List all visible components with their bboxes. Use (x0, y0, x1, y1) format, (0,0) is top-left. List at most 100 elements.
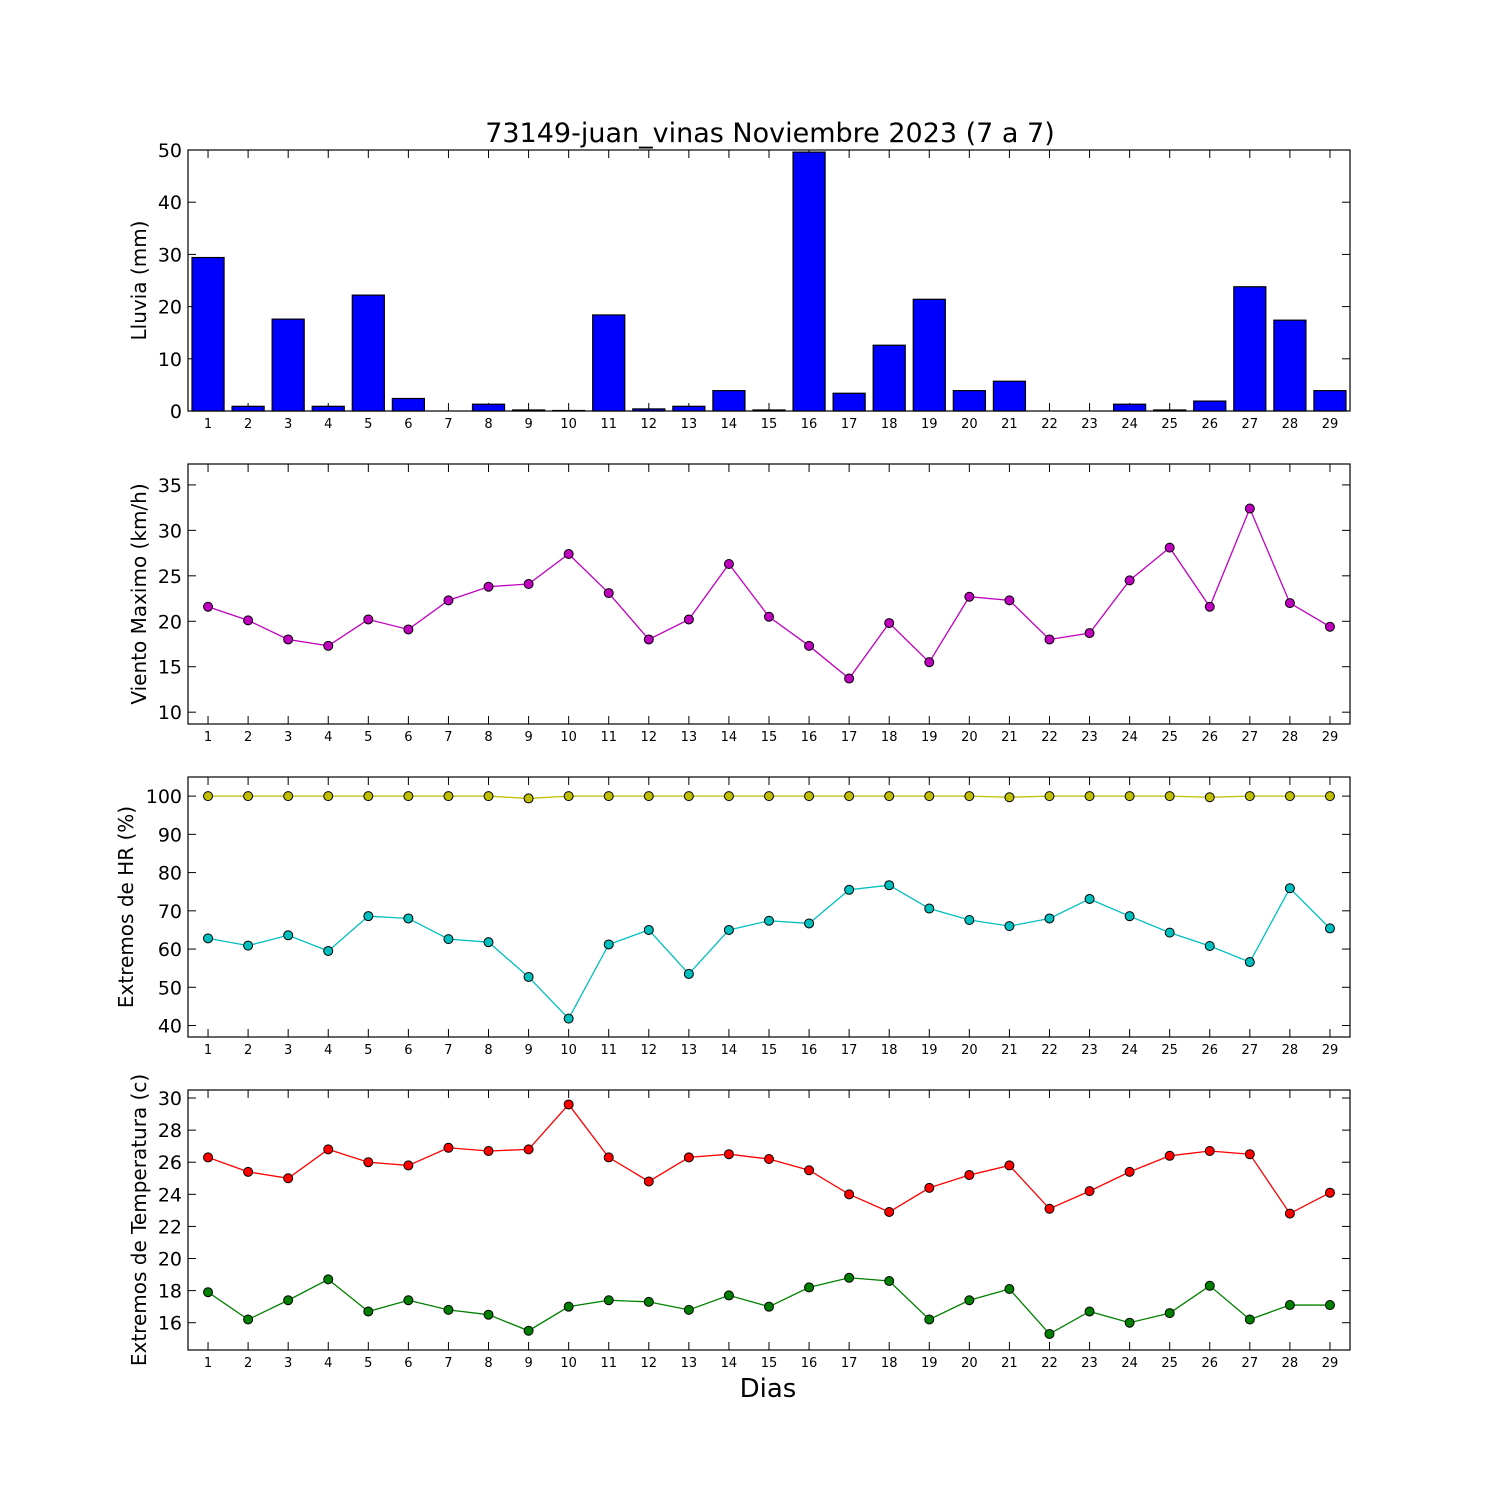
data-point (283, 1295, 294, 1306)
data-point (363, 1306, 374, 1317)
x-tick-label: 27 (1242, 1043, 1259, 1058)
y-tick-label: 18 (158, 1281, 182, 1303)
x-tick-label: 29 (1322, 1043, 1339, 1058)
bar (271, 318, 305, 412)
bar (832, 392, 866, 412)
x-tick-label: 16 (801, 1356, 818, 1371)
x-tick-label: 16 (801, 1043, 818, 1058)
bar (712, 390, 746, 412)
x-tick-label: 3 (284, 730, 292, 745)
data-point (1044, 1203, 1055, 1214)
x-tick-label: 10 (560, 417, 577, 432)
bar (792, 151, 826, 412)
data-point (203, 601, 214, 612)
x-tick-label: 19 (921, 417, 938, 432)
data-point (723, 1290, 734, 1301)
data-point (804, 918, 815, 929)
x-tick-label: 6 (404, 1043, 412, 1058)
y-tick-label: 80 (158, 863, 182, 885)
x-tick-label: 18 (881, 1043, 898, 1058)
data-point (964, 915, 975, 925)
x-tick-label: 10 (560, 1356, 577, 1371)
data-point (1244, 957, 1255, 968)
data-point (323, 791, 334, 802)
x-tick-label: 2 (244, 730, 252, 745)
x-tick-label: 16 (801, 730, 818, 745)
x-tick-label: 28 (1282, 417, 1299, 432)
x-tick-label: 29 (1322, 1356, 1339, 1371)
x-tick-label: 9 (524, 730, 532, 745)
x-tick-label: 5 (364, 730, 372, 745)
data-point (1244, 1149, 1255, 1160)
data-point (683, 968, 694, 979)
y-axis-label: Extremos de HR (%) (114, 806, 138, 1008)
data-point (683, 1152, 694, 1163)
bar (992, 380, 1027, 412)
x-tick-label: 18 (881, 1356, 898, 1371)
x-tick-label: 4 (324, 417, 332, 432)
data-point (1004, 921, 1015, 932)
data-point (884, 618, 895, 629)
data-point (323, 945, 334, 956)
data-point (844, 1189, 855, 1200)
x-tick-label: 18 (881, 730, 898, 745)
x-tick-label: 26 (1201, 417, 1218, 432)
bar (632, 408, 666, 412)
data-point (1124, 791, 1135, 802)
data-point (283, 634, 294, 645)
data-point (1124, 1166, 1135, 1177)
x-tick-label: 14 (721, 1043, 738, 1058)
data-point (1044, 634, 1055, 645)
data-point (683, 791, 694, 802)
data-point (804, 1165, 815, 1176)
x-tick-label: 4 (324, 730, 332, 745)
data-point (243, 615, 254, 626)
bar (752, 409, 786, 412)
data-point (203, 791, 214, 802)
x-tick-label: 28 (1282, 730, 1299, 745)
y-axis-label: Extremos de Temperatura (c) (127, 1074, 151, 1366)
y-tick-label: 50 (158, 977, 182, 999)
x-tick-label: 9 (524, 417, 532, 432)
x-tick-label: 8 (484, 1043, 492, 1058)
x-tick-label: 1 (204, 1356, 212, 1371)
x-tick-label: 9 (524, 1356, 532, 1371)
data-point (1244, 791, 1255, 802)
data-point (563, 1301, 574, 1312)
bar (1313, 390, 1347, 412)
data-point (1164, 1308, 1175, 1319)
data-point (1164, 1150, 1175, 1161)
x-tick-label: 8 (484, 730, 492, 745)
x-tick-label: 6 (404, 730, 412, 745)
data-point (523, 1144, 534, 1155)
x-tick-label: 13 (681, 1043, 698, 1058)
x-tick-label: 15 (761, 730, 778, 745)
data-point (483, 1145, 494, 1156)
x-tick-label: 27 (1242, 730, 1259, 745)
bar (511, 409, 546, 412)
x-tick-label: 23 (1081, 730, 1098, 745)
data-point (443, 934, 454, 945)
bar (391, 397, 426, 412)
x-tick-label: 27 (1242, 1356, 1259, 1371)
data-point (723, 1149, 734, 1160)
x-tick-label: 20 (961, 1356, 978, 1371)
data-point (1284, 791, 1295, 802)
x-tick-label: 23 (1081, 1043, 1098, 1058)
data-point (1084, 791, 1095, 802)
y-tick-label: 60 (158, 939, 182, 961)
x-tick-label: 17 (841, 730, 858, 745)
x-axis-label: Dias (740, 1374, 797, 1404)
data-point (363, 1157, 374, 1168)
x-tick-label: 13 (681, 417, 698, 432)
data-point (1204, 1145, 1215, 1156)
data-point (323, 1274, 334, 1285)
x-tick-label: 15 (761, 1043, 778, 1058)
data-point (1204, 941, 1215, 951)
bar (231, 405, 265, 412)
x-tick-label: 13 (681, 730, 698, 745)
data-point (884, 1275, 895, 1286)
bar (311, 405, 345, 412)
x-tick-label: 2 (244, 417, 252, 432)
